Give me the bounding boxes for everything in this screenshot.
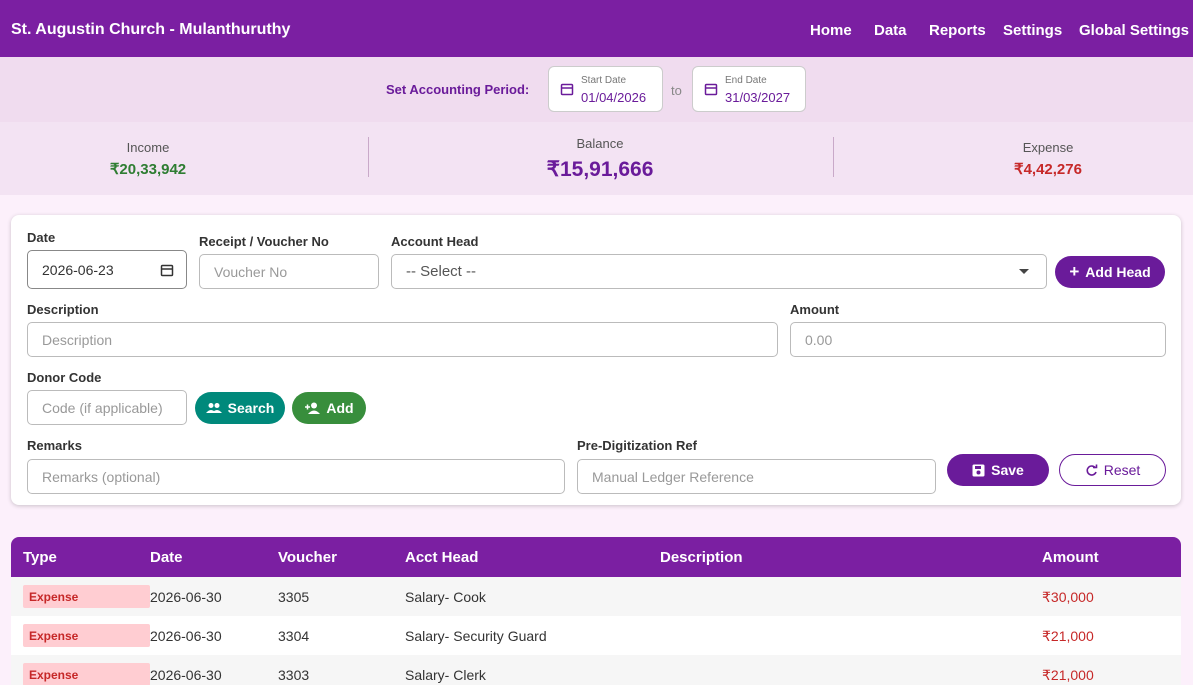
table-row <box>11 577 1181 616</box>
calendar-icon <box>160 264 174 277</box>
placeholder: Code (if applicable) <box>42 399 163 416</box>
column-header: Type <box>23 549 57 566</box>
field-label: Description <box>27 302 99 317</box>
field-label: Remarks <box>27 438 82 453</box>
person-add-icon <box>305 402 321 414</box>
head-select[interactable]: -- Select -- <box>391 254 1047 289</box>
amount: ₹30,000 <box>1042 589 1094 605</box>
start-label: Start Date <box>581 75 627 86</box>
dropdown-arrow <box>1019 269 1029 274</box>
cell: Salary- Cook <box>405 589 486 605</box>
remarks-input[interactable]: Remarks (optional) <box>27 459 565 494</box>
cell: 3304 <box>278 628 310 644</box>
field-label: Pre-Digitization Ref <box>577 438 697 453</box>
select-text: -- Select -- <box>406 263 477 280</box>
end-value: 31/03/2027 <box>725 90 791 105</box>
amount: ₹21,000 <box>1042 628 1094 644</box>
expense-label: Expense <box>1022 140 1074 155</box>
field-label: Donor Code <box>27 370 102 385</box>
field-label: Account Head <box>391 234 479 249</box>
start-date[interactable]: Start Date 01/04/2026 <box>548 66 663 112</box>
column-header: Date <box>150 549 183 566</box>
cell: 2026-06-30 <box>150 628 222 644</box>
divider <box>833 137 834 177</box>
transactions-table: Type Date Voucher Acct Head Description Amoun… <box>11 537 1181 685</box>
field-label: Date <box>27 230 56 245</box>
date-value: 2026-06-23 <box>42 261 114 278</box>
button-text: Save <box>991 462 1024 478</box>
income-value: ₹20,33,942 <box>109 161 187 178</box>
save-icon <box>972 464 985 476</box>
reset-button[interactable]: Reset <box>1059 454 1166 486</box>
field-label: Receipt / Voucher No <box>199 234 329 249</box>
column-header: Acct Head <box>405 549 479 566</box>
save-button[interactable]: Save <box>947 454 1049 486</box>
reset-icon <box>1086 464 1098 476</box>
ref-input[interactable]: Manual Ledger Reference <box>577 459 936 494</box>
summary-bar <box>0 122 1193 195</box>
top-bar <box>0 0 1193 57</box>
search-button[interactable]: Search <box>195 392 285 424</box>
nav-link[interactable]: Global Settings <box>1079 22 1190 39</box>
cell: 3303 <box>278 667 310 683</box>
table-row <box>11 655 1181 685</box>
nav-link[interactable]: Reports <box>929 22 986 39</box>
type-badge: Expense <box>23 663 150 685</box>
add-donor-button[interactable]: Add <box>292 392 366 424</box>
nav-link[interactable]: Settings <box>1003 22 1063 39</box>
to-label: to <box>671 83 682 98</box>
cell: 2026-06-30 <box>150 667 222 683</box>
start-value: 01/04/2026 <box>581 90 647 105</box>
calendar-icon <box>704 83 718 96</box>
calendar-icon <box>560 83 574 96</box>
cell: 2026-06-30 <box>150 589 222 605</box>
placeholder: Voucher No <box>214 263 288 280</box>
column-header: Description <box>660 549 743 566</box>
button-text: Add Head <box>1085 264 1151 280</box>
cell: 3305 <box>278 589 310 605</box>
donor-input[interactable]: Code (if applicable) <box>27 390 187 425</box>
expense-value: ₹4,42,276 <box>1014 161 1082 178</box>
voucher-input[interactable]: Voucher No <box>199 254 379 289</box>
add-head-button[interactable]: + Add Head <box>1055 256 1165 288</box>
balance-label: Balance <box>576 136 624 151</box>
cell: Salary- Security Guard <box>405 628 547 644</box>
nav-link[interactable]: Data <box>874 22 907 39</box>
placeholder: Manual Ledger Reference <box>592 468 754 485</box>
end-label: End Date <box>725 75 767 86</box>
type-badge: Expense <box>23 624 150 647</box>
table-header <box>11 537 1181 577</box>
period-label: Set Accounting Period: <box>386 82 530 97</box>
button-text: Add <box>326 400 354 416</box>
cell: Salary- Clerk <box>405 667 486 683</box>
field-label: Amount <box>790 302 840 317</box>
column-header: Amount <box>1042 549 1099 566</box>
type-badge: Expense <box>23 585 150 608</box>
amount-input[interactable]: 0.00 <box>790 322 1166 357</box>
balance-value: ₹15,91,666 <box>546 158 654 181</box>
app-title: St. Augustin Church - Mulanthuruthy <box>11 21 291 38</box>
end-date[interactable]: End Date 31/03/2027 <box>692 66 806 112</box>
date-input[interactable]: 2026-06-23 <box>27 250 187 289</box>
button-text: Search <box>227 400 275 416</box>
column-header: Voucher <box>278 549 337 566</box>
description-input[interactable]: Description <box>27 322 778 357</box>
nav-link[interactable]: Home <box>810 22 852 39</box>
button-text: Reset <box>1103 462 1141 478</box>
income-label: Income <box>126 140 170 155</box>
placeholder: Description <box>42 331 113 348</box>
amount: ₹21,000 <box>1042 667 1094 683</box>
placeholder: 0.00 <box>805 331 833 348</box>
table-row <box>11 616 1181 655</box>
divider <box>368 137 369 177</box>
people-icon <box>205 403 222 413</box>
placeholder: Remarks (optional) <box>42 468 161 485</box>
